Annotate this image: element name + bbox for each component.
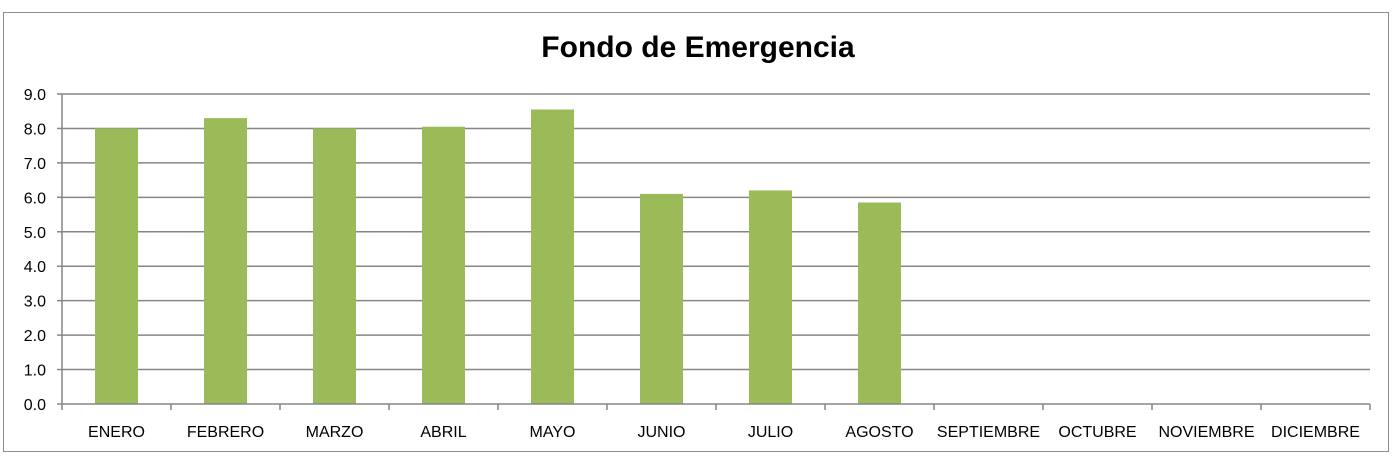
- x-category-label: JUNIO: [638, 424, 686, 441]
- bar-enero[interactable]: [95, 128, 138, 404]
- y-tick-label: 9.0: [24, 87, 46, 104]
- x-category-labels: ENERO FEBRERO MARZO ABRIL MAYO JUNIO JULIO AGOS…: [88, 424, 1360, 441]
- y-tick-label: 0.0: [24, 397, 46, 414]
- bars: [95, 109, 901, 405]
- y-tick-label: 6.0: [24, 190, 46, 207]
- y-tick-label: 5.0: [24, 225, 46, 242]
- x-category-label: JULIO: [748, 424, 793, 441]
- gridlines: [62, 93, 1370, 371]
- y-tick-label: 3.0: [24, 294, 46, 311]
- axes: [57, 93, 1371, 410]
- x-category-label: MAYO: [530, 424, 576, 441]
- bar-junio[interactable]: [640, 193, 683, 404]
- x-category-label: NOVIEMBRE: [1158, 424, 1254, 441]
- x-category-label: SEPTIEMBRE: [937, 424, 1040, 441]
- y-tick-label: 1.0: [24, 363, 46, 380]
- x-category-label: MARZO: [306, 424, 364, 441]
- bar-agosto[interactable]: [858, 202, 901, 405]
- x-category-label: ABRIL: [420, 424, 466, 441]
- bar-marzo[interactable]: [313, 128, 356, 404]
- x-category-label: ENERO: [88, 424, 145, 441]
- y-tick-label: 2.0: [24, 328, 46, 345]
- bar-julio[interactable]: [749, 190, 792, 404]
- bar-mayo[interactable]: [531, 109, 574, 405]
- y-tick-label: 4.0: [24, 259, 46, 276]
- x-category-label: FEBRERO: [187, 424, 264, 441]
- x-category-label: OCTUBRE: [1058, 424, 1136, 441]
- x-category-label: AGOSTO: [845, 424, 913, 441]
- x-category-label: DICIEMBRE: [1271, 424, 1360, 441]
- bar-febrero[interactable]: [204, 118, 247, 404]
- y-tick-label: 7.0: [24, 156, 46, 173]
- y-tick-label: 8.0: [24, 121, 46, 138]
- chart-title: Fondo de Emergencia: [541, 31, 855, 64]
- y-tick-labels: 0.0 1.0 2.0 3.0 4.0 5.0 6.0 7.0 8.0 9.0: [24, 87, 46, 414]
- bar-abril[interactable]: [422, 126, 465, 404]
